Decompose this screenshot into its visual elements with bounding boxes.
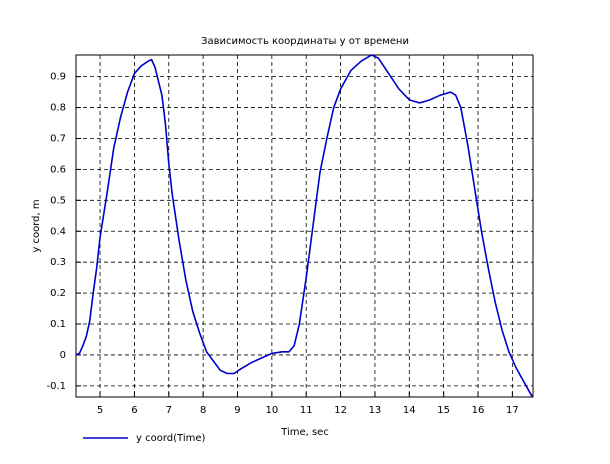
- y-tick-label: 0.8: [50, 103, 66, 114]
- x-axis-label: Time, sec: [280, 427, 329, 438]
- x-tick-label: 14: [403, 405, 416, 416]
- y-tick-label: 0.6: [50, 164, 66, 175]
- y-tick-label: 0.9: [50, 72, 66, 83]
- y-tick-label: 0.4: [50, 226, 66, 237]
- x-tick-label: 5: [97, 405, 103, 416]
- y-tick-label: -0.1: [46, 381, 66, 392]
- data-line: [75, 54, 534, 398]
- x-tick-label: 8: [200, 405, 206, 416]
- x-tick-label: 12: [334, 405, 347, 416]
- x-tick-label: 7: [166, 405, 172, 416]
- legend-label: y coord(Time): [136, 433, 205, 444]
- y-axis-label: y coord, m: [31, 199, 42, 252]
- x-tick-label: 13: [369, 405, 382, 416]
- x-tick-label: 6: [131, 405, 137, 416]
- y-tick-label: 0.5: [50, 195, 66, 206]
- y-tick-label: 0.7: [50, 133, 66, 144]
- plot-frame: [75, 54, 534, 398]
- y-tick-label: 0: [60, 350, 66, 361]
- x-tick-label: 16: [472, 405, 485, 416]
- x-tick-label: 9: [234, 405, 240, 416]
- y-tick-label: 0.2: [50, 288, 66, 299]
- y-tick-label: 0.1: [50, 319, 66, 330]
- y-tick-label: 0.3: [50, 257, 66, 268]
- chart-title: Зависимость координаты у от времени: [201, 36, 409, 47]
- x-tick-label: 10: [265, 405, 278, 416]
- x-tick-label: 17: [506, 405, 519, 416]
- x-tick-label: 11: [300, 405, 313, 416]
- x-tick-label: 15: [437, 405, 450, 416]
